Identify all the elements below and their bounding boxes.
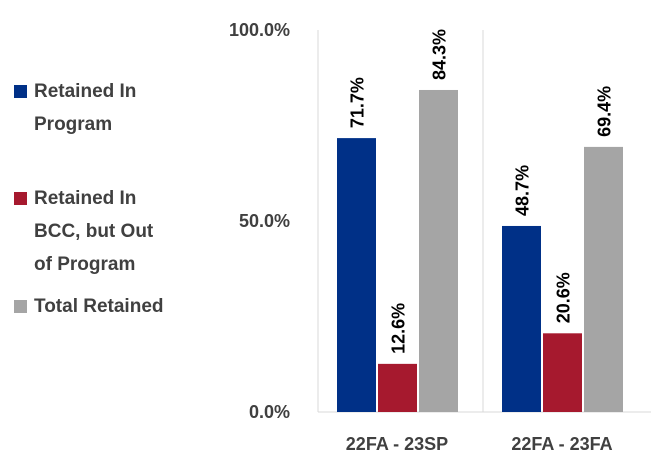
legend-label: Total Retained — [34, 296, 164, 317]
legend-swatch — [14, 192, 27, 205]
y-tick-label: 50.0% — [239, 211, 290, 231]
bar — [502, 225, 541, 412]
bar — [584, 146, 623, 412]
value-label: 71.7% — [348, 77, 368, 128]
legend-item: Total Retained — [14, 290, 174, 323]
y-tick-label: 100.0% — [229, 20, 290, 40]
legend-swatch — [14, 85, 27, 98]
bar — [543, 333, 582, 412]
bar — [378, 363, 417, 412]
bar — [337, 138, 376, 412]
value-label: 69.4% — [595, 86, 615, 137]
value-label: 84.3% — [430, 29, 450, 80]
legend-label: Retained In BCC, but Out of Program — [34, 188, 154, 275]
value-label: 12.6% — [389, 303, 409, 354]
legend-item: Retained In Program — [14, 75, 174, 141]
value-label: 48.7% — [513, 165, 533, 216]
legend-swatch — [14, 300, 27, 313]
value-label: 20.6% — [554, 272, 574, 323]
x-tick-label: 22FA - 23SP — [346, 434, 448, 454]
legend-item: Retained In BCC, but Out of Program — [14, 182, 174, 281]
y-tick-label: 0.0% — [249, 402, 290, 422]
x-tick-label: 22FA - 23FA — [511, 434, 612, 454]
legend-label: Retained In Program — [34, 81, 137, 135]
bar — [419, 89, 458, 412]
